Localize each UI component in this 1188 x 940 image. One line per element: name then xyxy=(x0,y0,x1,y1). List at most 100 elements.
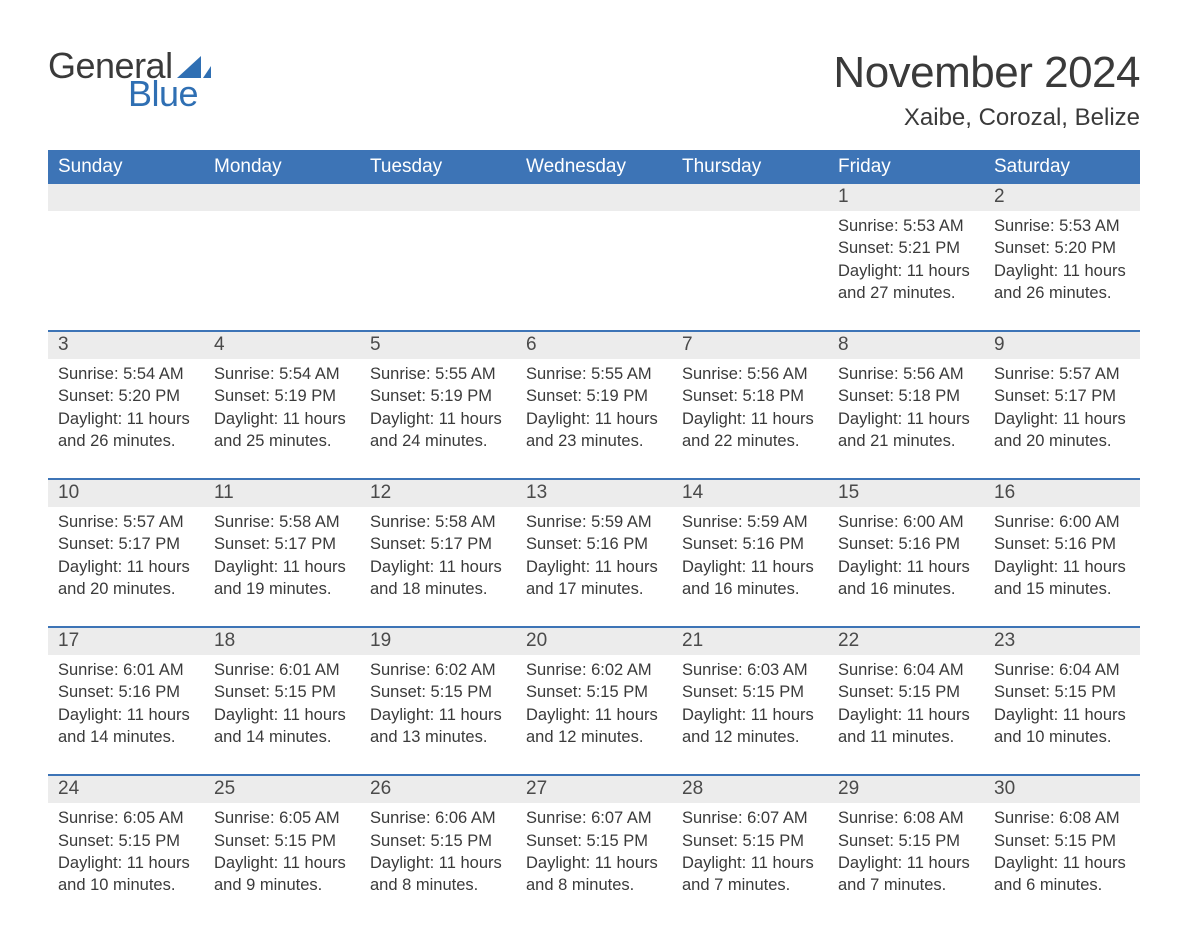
sunset-line: Sunset: 5:15 PM xyxy=(682,681,818,703)
sail-icon xyxy=(177,56,211,78)
day-number: 6 xyxy=(516,332,672,359)
daylight-line-1: Daylight: 11 hours xyxy=(838,408,974,430)
sunrise-line: Sunrise: 5:58 AM xyxy=(214,511,350,533)
daylight-line-2: and 16 minutes. xyxy=(838,578,974,600)
daylight-line-1: Daylight: 11 hours xyxy=(214,556,350,578)
day-number: 20 xyxy=(516,628,672,655)
day-number: 17 xyxy=(48,628,204,655)
daylight-line-2: and 27 minutes. xyxy=(838,282,974,304)
day-cell xyxy=(360,211,516,308)
day-cell: Sunrise: 6:04 AMSunset: 5:15 PMDaylight:… xyxy=(828,655,984,752)
sunrise-line: Sunrise: 6:00 AM xyxy=(838,511,974,533)
sunrise-line: Sunrise: 5:55 AM xyxy=(370,363,506,385)
sunset-line: Sunset: 5:16 PM xyxy=(994,533,1130,555)
day-number: 22 xyxy=(828,628,984,655)
day-cell xyxy=(204,211,360,308)
sunset-line: Sunset: 5:19 PM xyxy=(214,385,350,407)
day-cell: Sunrise: 6:04 AMSunset: 5:15 PMDaylight:… xyxy=(984,655,1140,752)
day-number: 11 xyxy=(204,480,360,507)
sunrise-line: Sunrise: 5:53 AM xyxy=(994,215,1130,237)
sunset-line: Sunset: 5:20 PM xyxy=(994,237,1130,259)
sunrise-line: Sunrise: 5:57 AM xyxy=(994,363,1130,385)
day-cell xyxy=(672,211,828,308)
day-cell: Sunrise: 5:57 AMSunset: 5:17 PMDaylight:… xyxy=(984,359,1140,456)
sunset-line: Sunset: 5:15 PM xyxy=(838,830,974,852)
day-cell xyxy=(516,211,672,308)
calendar: Sunday Monday Tuesday Wednesday Thursday… xyxy=(48,150,1140,900)
daylight-line-1: Daylight: 11 hours xyxy=(994,852,1130,874)
day-number: 18 xyxy=(204,628,360,655)
day-number: 29 xyxy=(828,776,984,803)
day-cell: Sunrise: 5:56 AMSunset: 5:18 PMDaylight:… xyxy=(672,359,828,456)
weeks-container: 12Sunrise: 5:53 AMSunset: 5:21 PMDayligh… xyxy=(48,184,1140,900)
daylight-line-1: Daylight: 11 hours xyxy=(838,704,974,726)
sunrise-line: Sunrise: 6:00 AM xyxy=(994,511,1130,533)
sunset-line: Sunset: 5:15 PM xyxy=(526,830,662,852)
day-number: 2 xyxy=(984,184,1140,211)
day-number: 13 xyxy=(516,480,672,507)
daylight-line-2: and 8 minutes. xyxy=(526,874,662,896)
day-number: 4 xyxy=(204,332,360,359)
day-of-week-header: Sunday Monday Tuesday Wednesday Thursday… xyxy=(48,150,1140,184)
sunset-line: Sunset: 5:19 PM xyxy=(526,385,662,407)
day-cell: Sunrise: 6:07 AMSunset: 5:15 PMDaylight:… xyxy=(516,803,672,900)
daynum-strip: 10111213141516 xyxy=(48,480,1140,507)
daynum-strip: 3456789 xyxy=(48,332,1140,359)
day-cell: Sunrise: 6:05 AMSunset: 5:15 PMDaylight:… xyxy=(204,803,360,900)
daynum-strip: 24252627282930 xyxy=(48,776,1140,803)
day-number: 14 xyxy=(672,480,828,507)
week-row: 24252627282930Sunrise: 6:05 AMSunset: 5:… xyxy=(48,774,1140,900)
daylight-line-1: Daylight: 11 hours xyxy=(838,260,974,282)
daylight-line-2: and 20 minutes. xyxy=(58,578,194,600)
daylight-line-1: Daylight: 11 hours xyxy=(370,852,506,874)
sunrise-line: Sunrise: 5:53 AM xyxy=(838,215,974,237)
day-number: 5 xyxy=(360,332,516,359)
day-cell: Sunrise: 5:56 AMSunset: 5:18 PMDaylight:… xyxy=(828,359,984,456)
day-cell: Sunrise: 5:58 AMSunset: 5:17 PMDaylight:… xyxy=(360,507,516,604)
daylight-line-2: and 22 minutes. xyxy=(682,430,818,452)
sunrise-line: Sunrise: 5:58 AM xyxy=(370,511,506,533)
day-cell: Sunrise: 6:02 AMSunset: 5:15 PMDaylight:… xyxy=(516,655,672,752)
sunrise-line: Sunrise: 6:04 AM xyxy=(838,659,974,681)
day-cell: Sunrise: 5:53 AMSunset: 5:20 PMDaylight:… xyxy=(984,211,1140,308)
sunset-line: Sunset: 5:16 PM xyxy=(682,533,818,555)
daybody-strip: Sunrise: 6:01 AMSunset: 5:16 PMDaylight:… xyxy=(48,655,1140,752)
daylight-line-1: Daylight: 11 hours xyxy=(994,408,1130,430)
daylight-line-2: and 16 minutes. xyxy=(682,578,818,600)
sunrise-line: Sunrise: 6:07 AM xyxy=(682,807,818,829)
day-number: 28 xyxy=(672,776,828,803)
logo-word-blue: Blue xyxy=(128,76,211,112)
daylight-line-1: Daylight: 11 hours xyxy=(214,408,350,430)
sunset-line: Sunset: 5:15 PM xyxy=(214,681,350,703)
day-number xyxy=(672,184,828,211)
daylight-line-2: and 20 minutes. xyxy=(994,430,1130,452)
daylight-line-1: Daylight: 11 hours xyxy=(58,704,194,726)
page: General Blue November 2024 Xaibe, Coroza… xyxy=(0,0,1188,940)
day-cell: Sunrise: 6:06 AMSunset: 5:15 PMDaylight:… xyxy=(360,803,516,900)
logo: General Blue xyxy=(48,48,211,112)
day-number: 24 xyxy=(48,776,204,803)
daylight-line-2: and 17 minutes. xyxy=(526,578,662,600)
sunset-line: Sunset: 5:15 PM xyxy=(214,830,350,852)
daylight-line-2: and 10 minutes. xyxy=(58,874,194,896)
daylight-line-2: and 10 minutes. xyxy=(994,726,1130,748)
sunset-line: Sunset: 5:19 PM xyxy=(370,385,506,407)
daylight-line-1: Daylight: 11 hours xyxy=(370,704,506,726)
sunrise-line: Sunrise: 5:56 AM xyxy=(838,363,974,385)
header-row: General Blue November 2024 Xaibe, Coroza… xyxy=(48,48,1140,132)
sunset-line: Sunset: 5:16 PM xyxy=(526,533,662,555)
daylight-line-1: Daylight: 11 hours xyxy=(838,556,974,578)
day-number xyxy=(516,184,672,211)
daylight-line-2: and 19 minutes. xyxy=(214,578,350,600)
sunset-line: Sunset: 5:16 PM xyxy=(58,681,194,703)
day-number: 3 xyxy=(48,332,204,359)
daylight-line-2: and 7 minutes. xyxy=(838,874,974,896)
day-cell: Sunrise: 5:58 AMSunset: 5:17 PMDaylight:… xyxy=(204,507,360,604)
dow-monday: Monday xyxy=(204,150,360,184)
week-row: 10111213141516Sunrise: 5:57 AMSunset: 5:… xyxy=(48,478,1140,604)
sunset-line: Sunset: 5:15 PM xyxy=(838,681,974,703)
sunrise-line: Sunrise: 6:08 AM xyxy=(994,807,1130,829)
sunset-line: Sunset: 5:15 PM xyxy=(370,830,506,852)
dow-thursday: Thursday xyxy=(672,150,828,184)
daylight-line-1: Daylight: 11 hours xyxy=(682,408,818,430)
